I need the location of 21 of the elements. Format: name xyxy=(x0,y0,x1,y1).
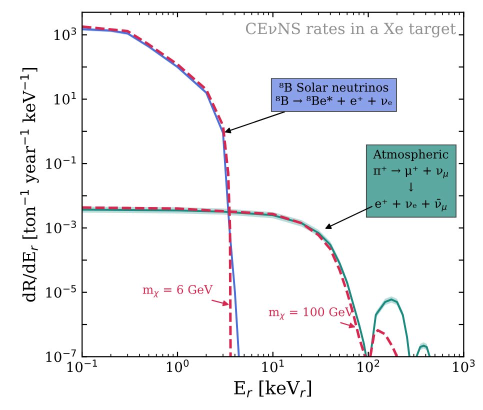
text: dR/dE$_{r}$ [ton$^{−1}$ year$^{−1}$ keV$^{−1}$] xyxy=(20,68,39,302)
y-tick-label: 10$^{−5}$ xyxy=(46,285,76,298)
annotation: ⁸B Solar neutrinos ⁸B → ⁸Be* + e⁺ + νₑ xyxy=(276,82,392,105)
y-tick-label: 10$^{−3}$ xyxy=(46,220,76,234)
annotation: π⁺ → μ⁺ + ν$_{μ}$ xyxy=(374,166,448,178)
annotation: e⁺ + νₑ + ν̄$_{μ}$ xyxy=(375,198,447,212)
y-tick-label: 10$^{−7}$ xyxy=(46,349,76,362)
annotation: m$_{χ}$ = 100 GeV xyxy=(268,307,354,320)
annotation: m$_{χ}$ = 6 GeV xyxy=(142,285,213,298)
y-tick-label: 10$^{−1}$ xyxy=(46,156,76,169)
x-axis-title: E$_{r}$ [keV$_{r}$] xyxy=(234,380,312,398)
x-tick-label: 10$^{1}$ xyxy=(262,360,284,372)
text: CEνNS rates in a Xe target xyxy=(246,22,456,38)
y-tick-label: 10$^{1}$ xyxy=(54,92,76,105)
annotation: Atmospheric xyxy=(373,150,448,161)
annotation: ↓ xyxy=(408,182,414,192)
x-tick-label: 10$^{2}$ xyxy=(358,359,380,372)
y-tick-label: 10$^{3}$ xyxy=(54,27,76,40)
x-tick-label: 10$^{3}$ xyxy=(453,359,475,372)
x-tick-label: 10$^{0}$ xyxy=(166,359,189,372)
x-tick-label: 10$^{−1}$ xyxy=(67,360,98,372)
